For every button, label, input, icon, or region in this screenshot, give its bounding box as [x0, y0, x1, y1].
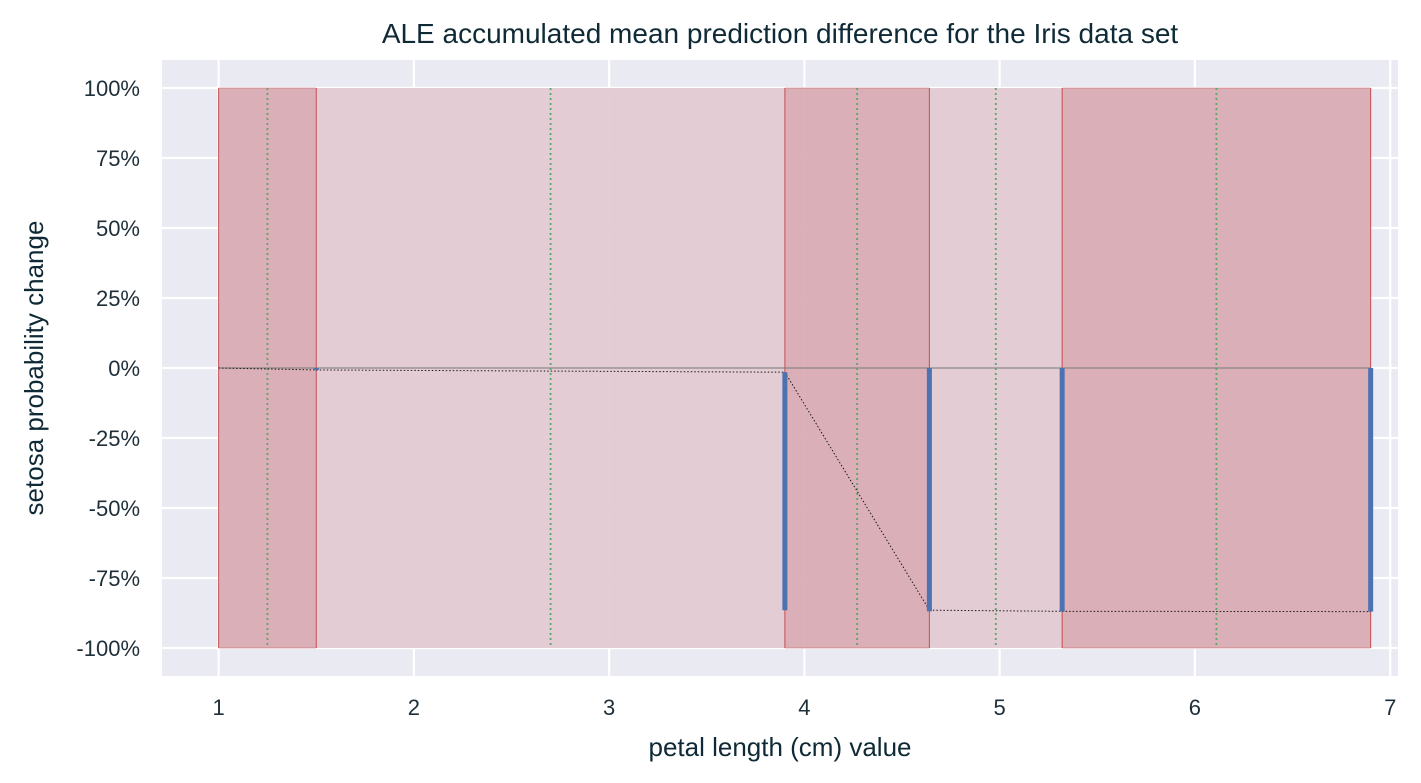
y-axis-label: setosa probability change	[19, 221, 49, 516]
y-axis-ticks: 100% 75% 50% 25% 0% -25% -50% -75% -100%	[76, 76, 140, 661]
step-connector	[316, 369, 785, 373]
x-tick-label: 1	[213, 695, 225, 720]
y-tick-label: 75%	[96, 146, 140, 171]
x-tick-label: 7	[1384, 695, 1396, 720]
step-connector	[784, 371, 930, 611]
x-tick-label: 4	[798, 695, 810, 720]
x-axis-label: petal length (cm) value	[648, 732, 911, 762]
x-tick-label: 3	[603, 695, 615, 720]
y-tick-label: -50%	[89, 496, 140, 521]
step-bars	[313, 368, 1374, 612]
y-tick-label: 50%	[96, 216, 140, 241]
bin-center-lines	[266, 88, 1218, 648]
y-tick-label: 25%	[96, 286, 140, 311]
x-tick-label: 2	[408, 695, 420, 720]
step-connectors	[218, 367, 1371, 613]
y-tick-label: -75%	[89, 566, 140, 591]
y-tick-label: -25%	[89, 426, 140, 451]
x-tick-label: 5	[994, 695, 1006, 720]
x-tick-label: 6	[1189, 695, 1201, 720]
chart-title: ALE accumulated mean prediction differen…	[382, 18, 1179, 49]
step-connector	[929, 609, 1063, 612]
bin-rectangles	[218, 87, 1372, 649]
step-connector	[218, 367, 317, 371]
y-tick-label: -100%	[76, 636, 140, 661]
y-tick-label: 0%	[108, 356, 140, 381]
x-axis-ticks: 1 2 3 4 5 6 7	[213, 695, 1397, 720]
y-tick-label: 100%	[84, 76, 140, 101]
